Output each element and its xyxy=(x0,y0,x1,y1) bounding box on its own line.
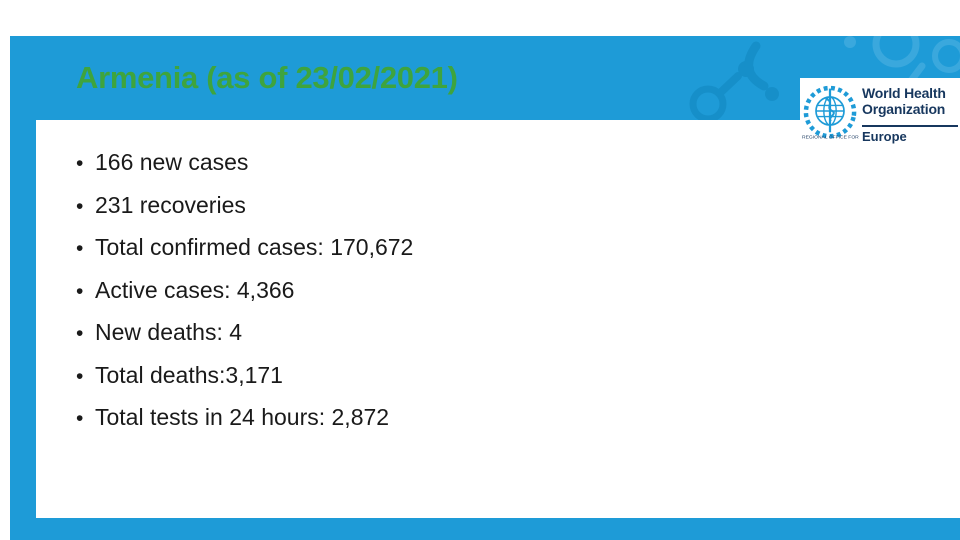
bullet-list: 166 new cases 231 recoveries Total confi… xyxy=(76,142,413,440)
who-logo: World Health Organization REGIONAL OFFIC… xyxy=(800,78,960,152)
who-name-line2: Organization xyxy=(862,101,946,117)
left-accent-strip xyxy=(10,36,36,540)
who-emblem-icon xyxy=(803,85,857,139)
list-item: 166 new cases xyxy=(76,142,413,185)
title-bar: Armenia (as of 23/02/2021) World Health xyxy=(10,36,960,152)
logo-divider xyxy=(862,125,958,127)
bottom-accent-strip xyxy=(10,518,960,540)
regional-office-label: REGIONAL OFFICE FOR xyxy=(802,135,859,141)
who-name-line1: World Health xyxy=(862,85,946,101)
who-name: World Health Organization xyxy=(862,85,946,117)
list-item: Total confirmed cases: 170,672 xyxy=(76,227,413,270)
list-item: Total deaths:3,171 xyxy=(76,355,413,398)
list-item: Active cases: 4,366 xyxy=(76,270,413,313)
list-item: New deaths: 4 xyxy=(76,312,413,355)
page-title: Armenia (as of 23/02/2021) xyxy=(76,60,458,95)
region-label: Europe xyxy=(862,129,907,144)
list-item: Total tests in 24 hours: 2,872 xyxy=(76,397,413,440)
list-item: 231 recoveries xyxy=(76,185,413,228)
